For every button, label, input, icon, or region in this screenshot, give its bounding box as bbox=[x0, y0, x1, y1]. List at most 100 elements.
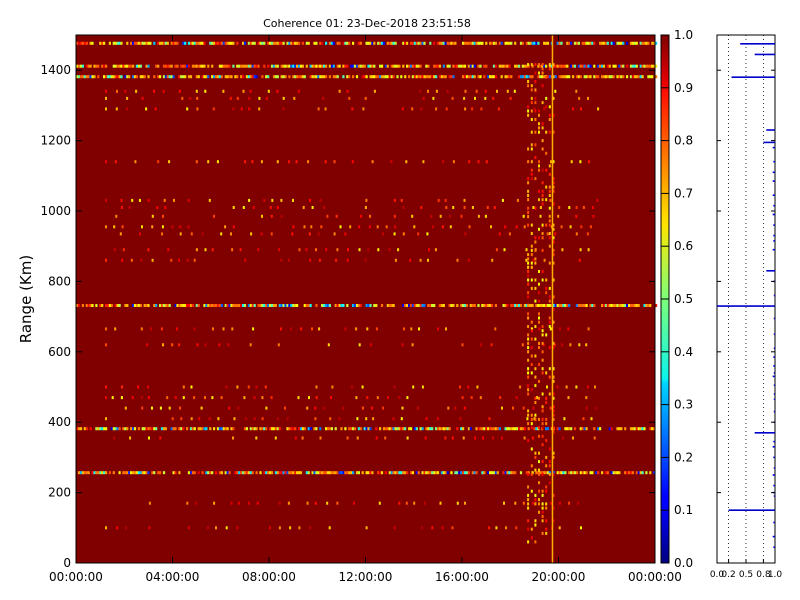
heatmap-cell bbox=[548, 105, 551, 109]
heatmap-cell bbox=[530, 265, 533, 269]
heatmap-cell bbox=[568, 427, 571, 431]
heatmap-cell bbox=[514, 304, 517, 307]
heatmap-cell bbox=[405, 160, 408, 164]
heatmap-cell bbox=[416, 406, 419, 410]
heatmap-cell bbox=[545, 489, 548, 493]
heatmap-cell bbox=[388, 248, 391, 252]
heatmap-cell bbox=[171, 417, 174, 421]
heatmap-cell bbox=[261, 417, 264, 421]
heatmap-cell bbox=[527, 439, 530, 442]
heatmap-cell bbox=[467, 41, 470, 45]
heatmap-cell bbox=[558, 206, 561, 209]
heatmap-cell bbox=[344, 232, 347, 236]
x-tick-label: 08:00:00 bbox=[242, 570, 296, 584]
heatmap-cell bbox=[238, 501, 241, 505]
heatmap-cell bbox=[527, 519, 530, 523]
heatmap-cell bbox=[418, 327, 420, 331]
heatmap-cell bbox=[201, 471, 204, 475]
heatmap-cell bbox=[543, 471, 546, 475]
heatmap-cell bbox=[521, 64, 524, 68]
heatmap-cell bbox=[523, 427, 526, 431]
heatmap-cell bbox=[504, 304, 507, 307]
heatmap-cell bbox=[398, 501, 401, 505]
heatmap-cell bbox=[261, 396, 264, 400]
heatmap-cell bbox=[552, 240, 555, 244]
heatmap-cell bbox=[548, 67, 551, 71]
heatmap-cell bbox=[604, 75, 607, 79]
heatmap-cell bbox=[538, 113, 540, 117]
heatmap-cell bbox=[149, 41, 152, 45]
heatmap-cell bbox=[118, 427, 121, 431]
heatmap-cell bbox=[585, 343, 588, 347]
heatmap-cell bbox=[133, 304, 137, 307]
heatmap-cell bbox=[538, 434, 540, 438]
heatmap-cell bbox=[479, 64, 482, 68]
heatmap-cell bbox=[530, 88, 533, 92]
heatmap-cell bbox=[538, 227, 540, 231]
heatmap-cell bbox=[645, 41, 648, 45]
heatmap-cell bbox=[610, 75, 613, 79]
heatmap-cell bbox=[488, 526, 491, 530]
heatmap-cell bbox=[541, 139, 544, 143]
heatmap-cell bbox=[402, 304, 405, 307]
heatmap-cell bbox=[213, 501, 216, 505]
heatmap-cell bbox=[353, 64, 357, 68]
heatmap-cell bbox=[422, 96, 425, 100]
heatmap-cell bbox=[364, 206, 367, 209]
heatmap-cell bbox=[191, 471, 194, 475]
heatmap-cell bbox=[530, 536, 533, 540]
heatmap-cell bbox=[639, 75, 642, 79]
heatmap-cell bbox=[344, 41, 347, 45]
heatmap-cell bbox=[330, 64, 333, 68]
heatmap-cell bbox=[370, 406, 373, 410]
colorbar-tick-label: 0.7 bbox=[674, 186, 693, 200]
heatmap-cell bbox=[437, 327, 440, 331]
heatmap-cell bbox=[390, 427, 393, 431]
heatmap-cell bbox=[419, 64, 422, 68]
heatmap-cell bbox=[490, 75, 494, 79]
heatmap-cell bbox=[410, 327, 413, 331]
heatmap-cell bbox=[637, 75, 640, 79]
heatmap-cell bbox=[95, 64, 98, 68]
heatmap-cell bbox=[445, 107, 448, 111]
heatmap-cell bbox=[419, 75, 422, 79]
heatmap-cell bbox=[433, 304, 436, 307]
heatmap-cell bbox=[585, 396, 588, 400]
heatmap-cell bbox=[631, 427, 634, 431]
heatmap-cell bbox=[436, 41, 440, 45]
heatmap-cell bbox=[467, 471, 470, 475]
heatmap-cell bbox=[541, 270, 544, 273]
heatmap-cell bbox=[245, 64, 248, 68]
heatmap-cell bbox=[147, 64, 150, 68]
heatmap-cell bbox=[552, 430, 555, 434]
heatmap-cell bbox=[323, 406, 326, 410]
heatmap-cell bbox=[490, 471, 494, 475]
heatmap-cell bbox=[184, 75, 187, 79]
heatmap-cell bbox=[146, 343, 149, 347]
heatmap-cell bbox=[546, 304, 550, 307]
heatmap-cell bbox=[292, 75, 295, 79]
heatmap-cell bbox=[464, 501, 466, 505]
heatmap-cell bbox=[199, 64, 202, 68]
heatmap-cell bbox=[541, 75, 544, 79]
heatmap-cell bbox=[151, 214, 154, 218]
y-axis-label: Range (Km) bbox=[17, 255, 35, 343]
heatmap-cell bbox=[103, 427, 106, 431]
heatmap-cell bbox=[530, 447, 533, 451]
heatmap-cell bbox=[489, 304, 492, 307]
profile-ticks: 0.00.2 0.5 0.81.0 bbox=[710, 69, 782, 580]
heatmap-cell bbox=[333, 160, 336, 164]
heatmap-cell bbox=[361, 471, 364, 475]
heatmap-cell bbox=[490, 41, 494, 45]
heatmap-cell bbox=[629, 75, 633, 79]
heatmap-cell bbox=[534, 455, 537, 459]
heatmap-cell bbox=[593, 75, 596, 79]
heatmap-cell bbox=[541, 489, 544, 493]
heatmap-cell bbox=[534, 236, 537, 240]
heatmap-cell bbox=[232, 206, 235, 209]
heatmap-cell bbox=[516, 64, 519, 68]
heatmap-cell bbox=[527, 253, 530, 257]
heatmap-cell bbox=[228, 64, 231, 68]
heatmap-cell bbox=[373, 304, 376, 307]
